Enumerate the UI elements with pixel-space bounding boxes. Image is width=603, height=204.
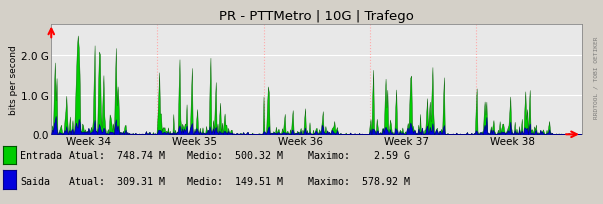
Text: Atual:  309.31 M: Atual: 309.31 M xyxy=(69,176,165,186)
Text: Atual:  748.74 M: Atual: 748.74 M xyxy=(69,150,165,160)
Text: RRDTOOL / TOBI OETIKER: RRDTOOL / TOBI OETIKER xyxy=(594,37,599,119)
Title: PR - PTTMetro | 10G | Trafego: PR - PTTMetro | 10G | Trafego xyxy=(219,10,414,23)
Text: Medio:  149.51 M: Medio: 149.51 M xyxy=(187,176,283,186)
Text: Entrada: Entrada xyxy=(20,150,62,160)
Text: Medio:  500.32 M: Medio: 500.32 M xyxy=(187,150,283,160)
Y-axis label: bits per second: bits per second xyxy=(9,45,18,114)
Text: Saida: Saida xyxy=(20,176,50,186)
Text: Maximo:  578.92 M: Maximo: 578.92 M xyxy=(308,176,409,186)
Text: Maximo:    2.59 G: Maximo: 2.59 G xyxy=(308,150,409,160)
